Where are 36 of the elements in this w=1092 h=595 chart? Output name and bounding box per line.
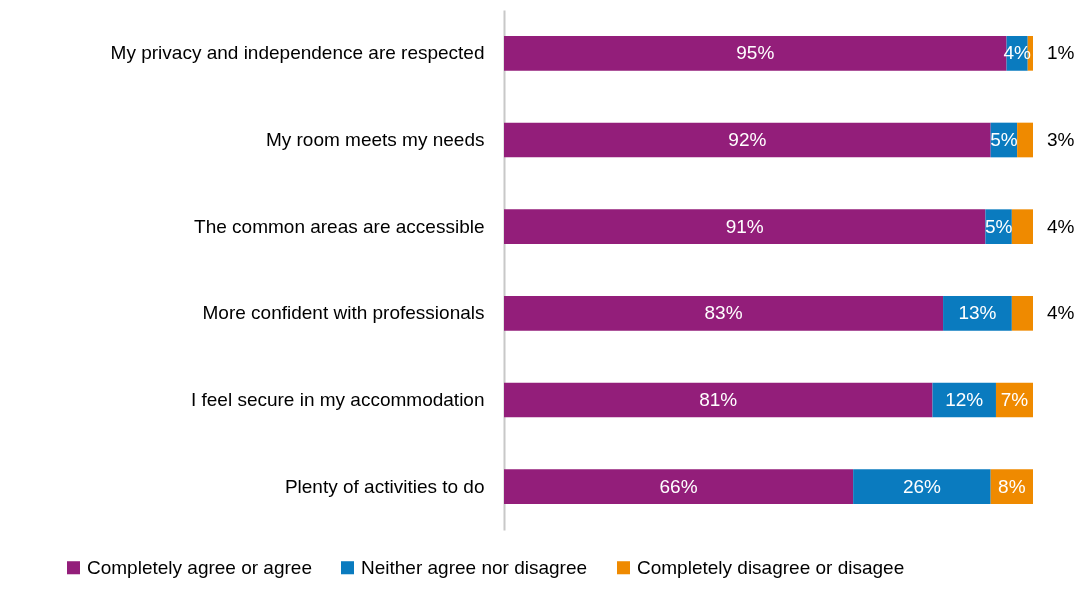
y-tick-label: The common areas are accessible <box>194 215 485 237</box>
data-label: 3% <box>1047 129 1075 150</box>
y-tick-label: My privacy and independence are respected <box>110 42 485 64</box>
data-label: 5% <box>984 215 1013 237</box>
data-label: 83% <box>704 302 743 324</box>
data-label: 8% <box>998 475 1026 497</box>
data-label: 81% <box>699 389 738 410</box>
y-tick-label: Plenty of activities to do <box>284 475 485 497</box>
data-label: 7% <box>1000 389 1029 410</box>
bar <box>504 469 854 504</box>
data-label: 95% <box>736 42 775 64</box>
data-label: 1% <box>1047 42 1075 64</box>
legend-label: Completely disagree or disagee <box>637 556 905 578</box>
bar <box>504 122 991 158</box>
y-tick-label: I feel secure in my accommodation <box>190 389 485 410</box>
bar <box>504 382 933 418</box>
data-label: 12% <box>945 389 984 410</box>
bar <box>1011 296 1033 331</box>
bar <box>943 296 1012 331</box>
data-label: 26% <box>902 475 942 497</box>
data-label: 4% <box>1047 215 1075 237</box>
data-label: 5% <box>990 129 1018 150</box>
bar <box>504 296 944 331</box>
data-label: 13% <box>958 302 997 324</box>
data-label: 92% <box>728 129 767 150</box>
y-tick-label: More confident with professionals <box>202 302 485 324</box>
bar <box>853 469 991 504</box>
y-tick-label: My room meets my needs <box>265 129 485 150</box>
bar <box>1011 209 1033 244</box>
data-label: 91% <box>725 215 764 237</box>
data-label: 66% <box>659 475 698 497</box>
bar <box>1017 122 1033 158</box>
bar <box>504 209 986 244</box>
legend-label: Completely agree or agree <box>87 556 312 578</box>
data-label: 4% <box>1047 302 1075 324</box>
legend-label: Neither agree nor disagree <box>361 556 588 578</box>
